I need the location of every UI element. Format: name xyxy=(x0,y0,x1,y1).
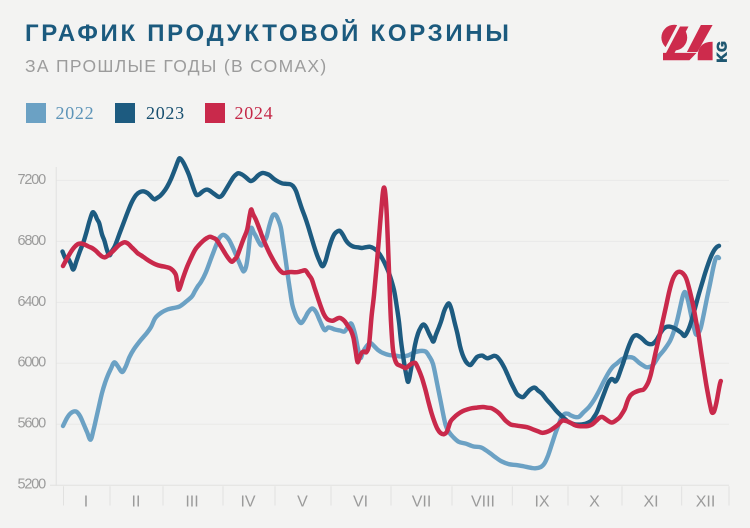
svg-text:II: II xyxy=(132,494,141,511)
svg-text:I: I xyxy=(84,494,88,511)
svg-text:VI: VI xyxy=(353,494,368,511)
svg-text:XII: XII xyxy=(696,494,716,511)
svg-text:5200: 5200 xyxy=(18,477,47,493)
svg-text:7200: 7200 xyxy=(18,172,47,188)
svg-text:X: X xyxy=(589,494,600,511)
svg-text:III: III xyxy=(185,494,198,511)
svg-text:VIII: VIII xyxy=(471,494,495,511)
svg-text:VII: VII xyxy=(412,494,432,511)
svg-text:6800: 6800 xyxy=(18,233,47,249)
svg-text:XI: XI xyxy=(643,494,658,511)
svg-text:6400: 6400 xyxy=(18,294,47,310)
svg-text:IV: IV xyxy=(240,494,255,511)
svg-text:IX: IX xyxy=(534,494,549,511)
svg-text:V: V xyxy=(297,494,308,511)
svg-text:5600: 5600 xyxy=(18,416,47,432)
svg-text:6000: 6000 xyxy=(18,355,47,371)
svg-text:KG: KG xyxy=(715,41,730,63)
